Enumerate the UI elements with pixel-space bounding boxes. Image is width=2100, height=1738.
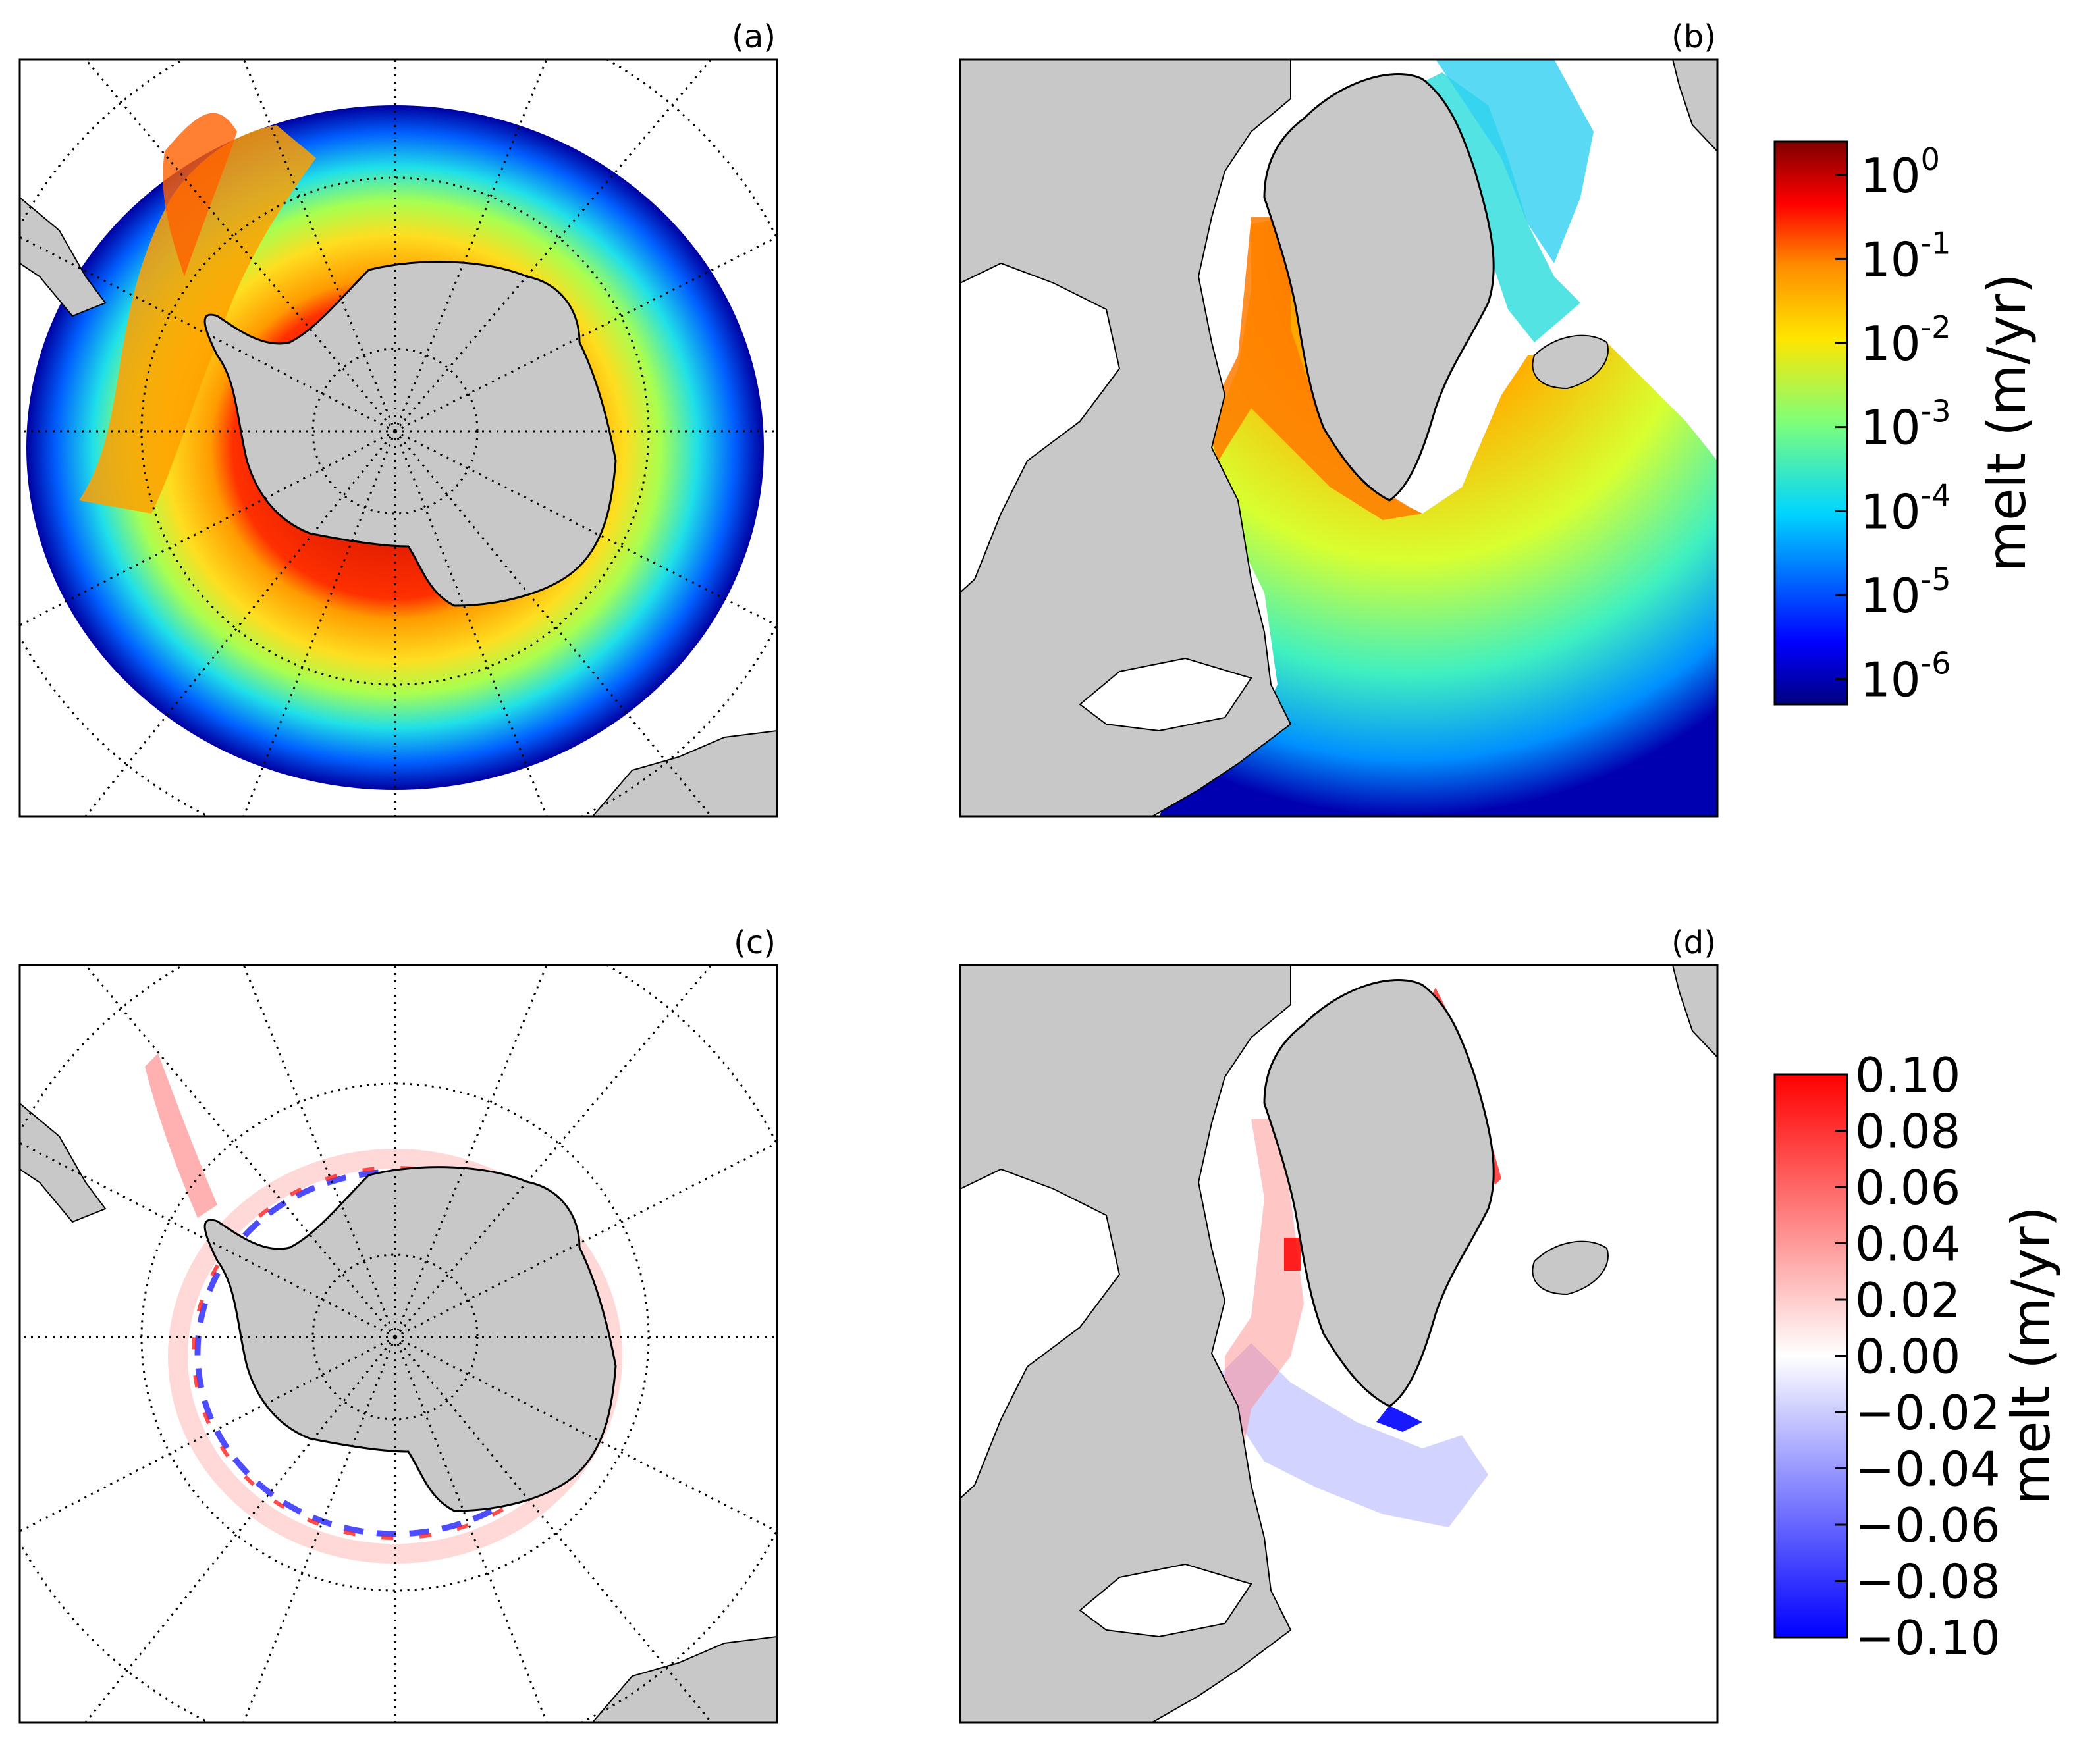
panel-d-iceland-land [1532, 1240, 1609, 1296]
panel-b [960, 59, 1717, 816]
panel-b-iceland-land [1532, 334, 1609, 390]
panel-b-greenland-land [1263, 73, 1495, 502]
colorbar-top-tick-label: 10-4 [1860, 477, 1951, 539]
colorbar-bottom-label: melt (m/yr) [2001, 1206, 2062, 1505]
panel-b-canada-land [960, 59, 1292, 816]
colorbar-top-tick-label: 10-6 [1860, 646, 1951, 708]
colorbar-bottom-tick-label: −0.06 [1855, 1498, 2001, 1553]
colorbar-bottom-gradient [1773, 1073, 1848, 1639]
panel-a-africa-land [591, 729, 777, 816]
panel-d-canada-land [960, 965, 1292, 1722]
panel-d-greenland-land [1263, 979, 1495, 1408]
panel-a-label: (a) [732, 18, 776, 55]
colorbar-top-ticks: 100 10-1 10-2 10-3 10-4 10-5 10-6 [1835, 142, 1951, 708]
colorbar-bottom-tick-label: 0.08 [1855, 1104, 1960, 1159]
panel-c-antarctica-land [203, 1166, 617, 1512]
colorbar-bottom-tick-label: −0.08 [1855, 1554, 2001, 1610]
colorbar-bottom-ticks: 0.100.080.060.040.020.00−0.02−0.04−0.06−… [1835, 1047, 2001, 1666]
panel-a-frame [18, 58, 778, 818]
panel-b-hudson-bay [960, 262, 1121, 594]
panel-d [960, 965, 1717, 1722]
colorbar-top-tick-label: 10-1 [1860, 225, 1951, 287]
panel-d-label: (d) [1671, 924, 1716, 961]
colorbar-top-tick-label: 10-2 [1860, 309, 1951, 371]
panel-a-graticule [20, 59, 777, 816]
panel-c-frame [18, 964, 778, 1724]
panel-a-antarctica-land [203, 261, 617, 607]
colorbar-top-tick-label: 10-3 [1860, 394, 1951, 456]
panel-b-label: (b) [1671, 18, 1716, 55]
colorbar-bottom-tick-label: 0.10 [1855, 1047, 1960, 1103]
colorbar-top-gradient [1773, 140, 1848, 706]
panel-a-south-america-land [20, 196, 107, 317]
colorbar-bottom-tick-label: 0.04 [1855, 1217, 1960, 1272]
colorbar-bottom-tick-label: −0.02 [1855, 1385, 2001, 1440]
panel-c-label: (c) [734, 924, 776, 961]
panel-c-graticule [20, 965, 777, 1722]
colorbar-bottom-tick-label: 0.06 [1855, 1160, 1960, 1215]
panel-b-frame [959, 58, 1719, 818]
colorbar-bottom-tick-label: −0.10 [1855, 1610, 2001, 1666]
colorbar-bottom-tick-label: 0.02 [1855, 1273, 1960, 1328]
panel-a [20, 59, 777, 816]
panel-d-frame [959, 964, 1719, 1724]
colorbar-top-tick-label: 10-5 [1860, 562, 1951, 623]
colorbar-top: 100 10-1 10-2 10-3 10-4 10-5 10-6 melt (m/yr) [1773, 140, 2037, 708]
panel-c [20, 965, 777, 1722]
colorbar-top-label: melt (m/yr) [1976, 273, 2037, 572]
panel-d-hudson-bay [960, 1168, 1121, 1500]
colorbar-bottom-tick-label: 0.00 [1855, 1329, 1960, 1384]
colorbar-bottom: 0.100.080.060.040.020.00−0.02−0.04−0.06−… [1773, 1047, 2062, 1666]
colorbar-bottom-tick-label: −0.04 [1855, 1442, 2001, 1497]
colorbar-top-tick-label: 100 [1860, 142, 1940, 203]
